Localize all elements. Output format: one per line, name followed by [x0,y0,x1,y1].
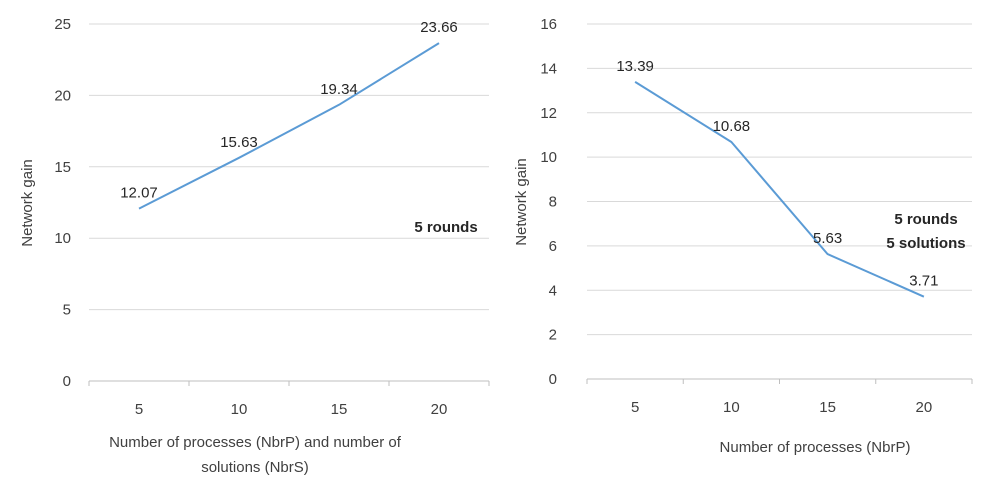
x-axis-title: solutions (NbrS) [201,459,309,476]
x-tick-label: 15 [331,401,348,418]
y-tick-label: 12 [540,105,557,122]
series-line [138,42,440,210]
y-tick-label: 16 [540,16,557,33]
x-tick-label: 15 [819,399,836,416]
y-tick-label: 10 [540,149,557,166]
data-label: 15.63 [220,134,258,151]
x-axis-title: Number of processes (NbrP) [720,439,911,456]
x-tick-label: 5 [631,399,639,416]
y-tick-label: 2 [549,327,557,344]
y-tick-label: 25 [54,16,71,33]
y-tick-label: 10 [54,230,71,247]
chart-right: 0 2 4 6 8 10 12 14 16 5 10 15 20 13.39 10.68 5.63 3.71 Ne… [513,16,973,456]
data-label: 3.71 [909,273,938,290]
y-tick-label: 5 [63,302,71,319]
y-tick-label: 4 [549,282,557,299]
chart-annotation: 5 rounds [414,219,477,236]
y-tick-label: 8 [549,194,557,211]
data-label: 10.68 [713,118,751,135]
series-line [634,81,925,298]
y-axis-title: Network gain [513,158,530,246]
y-tick-label: 15 [54,159,71,176]
data-label: 23.66 [420,19,458,36]
y-tick-label: 0 [63,373,71,390]
x-tick-label: 5 [135,401,143,418]
data-label: 12.07 [120,185,158,202]
x-tick-label: 20 [431,401,448,418]
chart-annotation: 5 rounds [894,211,957,228]
y-tick-label: 0 [549,371,557,388]
x-tick-label: 10 [723,399,740,416]
x-tick-label: 10 [231,401,248,418]
y-tick-label: 20 [54,87,71,104]
chart-annotation: 5 solutions [886,235,965,252]
y-axis-title: Network gain [19,159,36,247]
chart-left: 0 5 10 15 20 25 5 10 15 20 12.07 15.63 19.34 23.66 Net… [19,16,490,476]
data-label: 5.63 [813,230,842,247]
y-tick-label: 6 [549,238,557,255]
x-tick-label: 20 [916,399,933,416]
y-tick-label: 14 [540,60,557,77]
x-axis-title: Number of processes (NbrP) and number of [109,434,402,451]
data-label: 19.34 [320,81,358,98]
data-label: 13.39 [616,58,654,75]
